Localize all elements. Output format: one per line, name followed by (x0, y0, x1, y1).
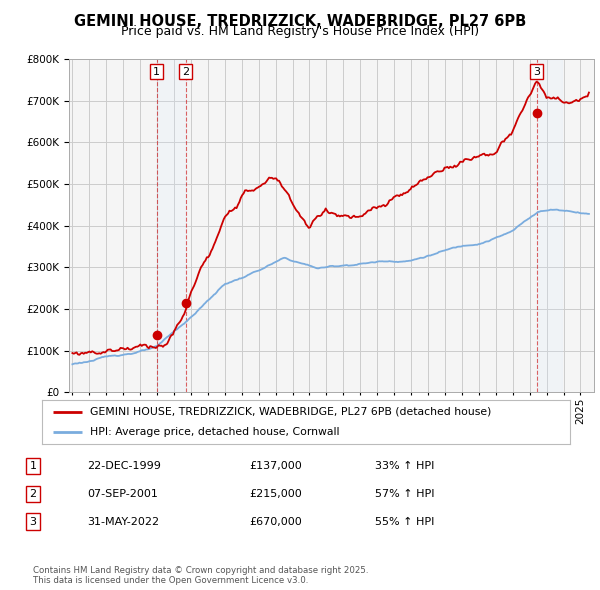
Text: 55% ↑ HPI: 55% ↑ HPI (375, 517, 434, 526)
Text: 3: 3 (29, 517, 37, 526)
Text: 07-SEP-2001: 07-SEP-2001 (87, 489, 158, 499)
Text: 33% ↑ HPI: 33% ↑ HPI (375, 461, 434, 471)
Text: 57% ↑ HPI: 57% ↑ HPI (375, 489, 434, 499)
Text: Price paid vs. HM Land Registry's House Price Index (HPI): Price paid vs. HM Land Registry's House … (121, 25, 479, 38)
Text: £670,000: £670,000 (249, 517, 302, 526)
Text: Contains HM Land Registry data © Crown copyright and database right 2025.
This d: Contains HM Land Registry data © Crown c… (33, 566, 368, 585)
Text: 22-DEC-1999: 22-DEC-1999 (87, 461, 161, 471)
Text: 3: 3 (533, 67, 540, 77)
Text: 2: 2 (29, 489, 37, 499)
Text: 1: 1 (153, 67, 160, 77)
Text: GEMINI HOUSE, TREDRIZZICK, WADEBRIDGE, PL27 6PB: GEMINI HOUSE, TREDRIZZICK, WADEBRIDGE, P… (74, 14, 526, 28)
Bar (537, 59, 562, 392)
Bar (157, 59, 185, 392)
Text: 1: 1 (29, 461, 37, 471)
Text: GEMINI HOUSE, TREDRIZZICK, WADEBRIDGE, PL27 6PB (detached house): GEMINI HOUSE, TREDRIZZICK, WADEBRIDGE, P… (89, 407, 491, 417)
Text: 2: 2 (182, 67, 189, 77)
Text: £137,000: £137,000 (249, 461, 302, 471)
Text: 31-MAY-2022: 31-MAY-2022 (87, 517, 159, 526)
Text: HPI: Average price, detached house, Cornwall: HPI: Average price, detached house, Corn… (89, 427, 339, 437)
Text: £215,000: £215,000 (249, 489, 302, 499)
